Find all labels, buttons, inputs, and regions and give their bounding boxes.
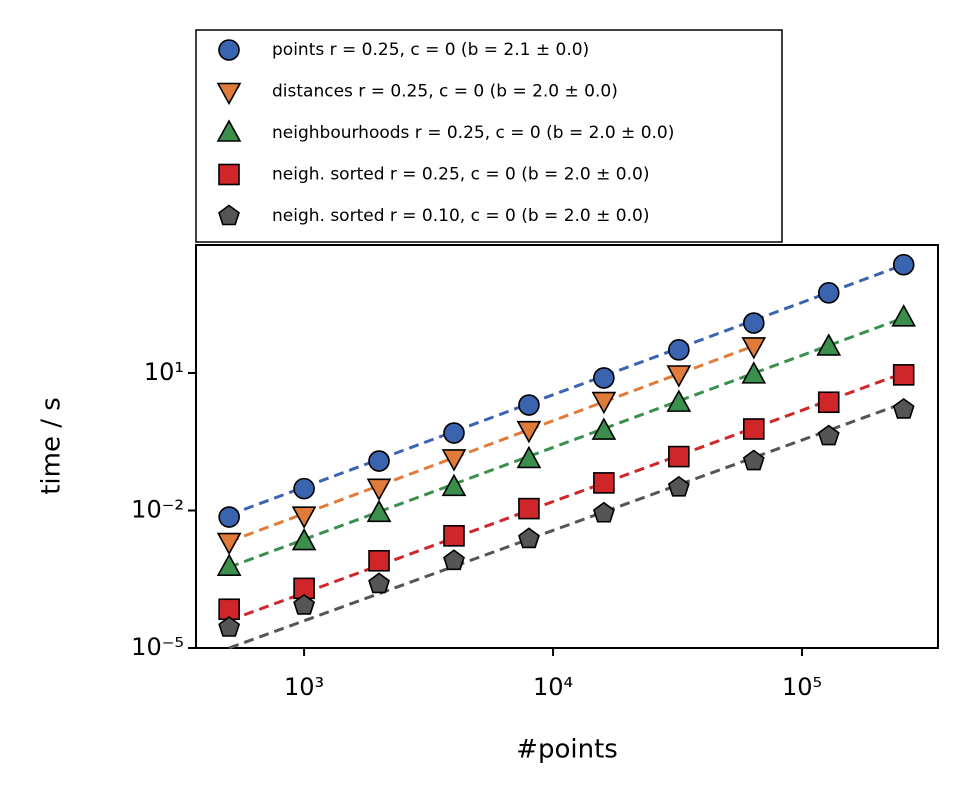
marker [666,389,692,412]
marker [741,337,767,360]
marker [293,477,315,500]
marker [591,417,617,440]
marker [218,163,240,186]
marker [441,473,467,497]
legend-label: distances r = 0.25, c = 0 (b = 2.0 ± 0.0… [272,82,618,102]
marker [443,549,465,571]
marker [443,422,465,444]
marker [591,391,617,415]
marker [366,478,392,502]
legend-label: neigh. sorted r = 0.10, c = 0 (b = 2.0 ±… [272,206,649,226]
marker [443,525,465,547]
y-tick-label: 10¹ [144,358,184,386]
marker [816,333,842,356]
fit-line [228,401,905,650]
marker [216,553,242,576]
marker [216,82,242,106]
x-tick-label: 10³ [284,673,324,701]
marker [218,616,241,637]
marker [741,361,767,384]
marker [668,339,690,361]
legend-label: neigh. sorted r = 0.25, c = 0 (b = 2.0 ±… [272,165,649,185]
marker [518,394,540,416]
marker [817,424,840,446]
y-tick-label: 10⁻² [131,495,184,523]
marker [742,312,765,334]
marker [518,527,540,549]
marker [593,472,615,494]
marker [668,445,690,468]
marker [516,420,542,444]
marker [666,365,692,388]
fit-line [228,371,905,622]
y-axis-label: time / s [37,397,67,495]
plot-frame [195,244,939,649]
fit-line [228,263,905,517]
marker [892,253,915,276]
x-tick-label: 10⁵ [782,673,822,701]
marker [441,449,467,472]
marker [368,450,390,472]
fit-line [228,316,905,569]
marker [368,549,390,572]
marker [817,282,840,304]
marker [366,499,392,523]
marker [291,506,317,529]
marker [593,367,615,389]
marker [891,304,917,327]
marker [216,119,242,142]
fit-line [228,344,755,543]
marker [218,204,240,226]
x-tick-label: 10⁴ [533,673,573,701]
marker [892,364,915,386]
legend-label: points r = 0.25, c = 0 (b = 2.1 ± 0.0) [272,40,589,60]
y-tick-label: 10⁻⁵ [131,633,184,661]
marker [218,506,240,528]
marker [218,39,240,61]
marker [817,391,840,414]
marker [293,593,316,615]
marker [892,397,915,419]
marker [216,532,242,556]
marker [742,449,765,471]
marker [516,445,542,469]
marker [667,475,690,497]
marker [291,527,317,551]
marker [592,501,615,523]
marker [368,572,390,594]
legend-label: neighbourhoods r = 0.25, c = 0 (b = 2.0 … [272,123,674,143]
x-axis-label: #points [516,735,618,765]
marker [742,418,765,440]
marker [518,497,540,520]
legend-frame [195,29,783,243]
